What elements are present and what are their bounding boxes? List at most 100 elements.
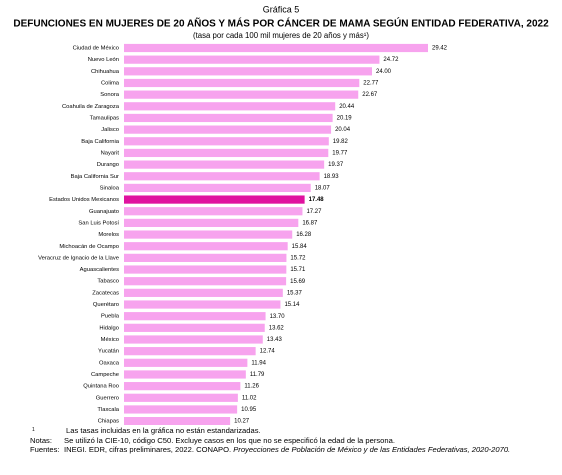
note-label: Notas: [30, 435, 52, 445]
category-label: Hidalgo [99, 325, 119, 331]
category-label: Aguascalientes [80, 267, 119, 273]
value-label: 15.37 [287, 290, 303, 296]
value-label: 10.95 [241, 407, 257, 413]
bar [124, 148, 329, 158]
value-label: 13.70 [270, 314, 286, 320]
value-label: 24.00 [376, 69, 392, 75]
bar [124, 113, 333, 123]
bar [124, 67, 372, 76]
bar [124, 405, 238, 414]
value-label: 11.79 [250, 372, 265, 378]
category-label: México [101, 337, 119, 343]
bar [124, 55, 380, 64]
category-label: Puebla [101, 314, 120, 320]
value-label: 15.72 [290, 255, 306, 261]
bar [124, 137, 329, 146]
bar [124, 382, 241, 391]
category-label: Jalisco [101, 127, 119, 133]
bar [124, 218, 299, 227]
value-label: 16.28 [296, 232, 312, 238]
value-label: 17.48 [309, 197, 325, 203]
value-label: 13.43 [267, 337, 283, 343]
category-label: Zacatecas [92, 290, 119, 296]
value-label: 19.77 [332, 151, 348, 157]
note: Fuentes: INEGI. EDR, cifras preliminares,… [30, 445, 550, 455]
note-text: INEGI. EDR, cifras preliminares, 2022. C… [64, 445, 234, 455]
category-label: Michoacán de Ocampo [59, 244, 119, 250]
category-label: Chiapas [98, 419, 119, 425]
bar [124, 300, 281, 309]
value-label: 15.14 [284, 302, 300, 308]
category-label: Tamaulipas [90, 115, 119, 121]
category-label: Ciudad de México [73, 46, 119, 52]
value-label: 20.04 [335, 127, 351, 133]
note-text: Las tasas incluidas en la gráfica no est… [66, 426, 261, 435]
note-label: 1 [32, 427, 35, 433]
bar [124, 172, 320, 181]
note: 1 Las tasas incluidas en la gráfica no es… [30, 426, 550, 436]
bar [124, 393, 238, 402]
bar [124, 335, 263, 344]
bar [124, 277, 287, 286]
note: Notas: Se utilizó la CIE-10, código C50. … [30, 436, 550, 446]
category-label: Tabasco [97, 279, 119, 285]
category-label: Colima [101, 81, 120, 87]
bar [124, 160, 325, 169]
value-label: 16.87 [302, 220, 318, 226]
category-label: Estados Unidos Mexicanos [49, 197, 119, 203]
category-label: Chihuahua [91, 69, 120, 75]
bar [124, 370, 246, 379]
bar [124, 195, 305, 204]
value-label: 19.37 [328, 162, 344, 168]
note-text: Se utilizó la CIE-10, código C50. Excluy… [64, 435, 395, 445]
chart-label: Gráfica 5 [263, 4, 300, 14]
category-label: Baja California Sur [71, 174, 119, 180]
chart: Gráfica 5 DEFUNCIONES EN MUJERES DE 20 A… [13, 4, 549, 425]
bar [124, 125, 332, 134]
category-label: Tlaxcala [97, 407, 119, 413]
category-label: Campeche [91, 372, 119, 378]
category-label: Guanajuato [89, 209, 119, 215]
value-label: 10.27 [234, 419, 250, 425]
value-label: 17.27 [306, 209, 322, 215]
bar [124, 288, 283, 297]
bar [124, 265, 287, 274]
value-label: 13.62 [269, 325, 285, 331]
category-label: Veracruz de Ignacio de la Llave [38, 255, 119, 261]
bar [124, 183, 311, 193]
value-label: 12.74 [260, 349, 276, 355]
category-label: Baja California [81, 139, 119, 145]
value-label: 11.26 [244, 384, 259, 390]
value-label: 22.77 [363, 81, 379, 87]
category-label: Yucatán [98, 349, 119, 355]
bar [124, 207, 303, 216]
note-text: Proyecciones de Población de México y de… [233, 445, 511, 455]
value-label: 18.07 [315, 185, 331, 191]
bar [124, 417, 231, 425]
bar [124, 230, 293, 239]
category-label: Guerrero [96, 395, 119, 401]
value-label: 22.67 [362, 92, 378, 98]
value-label: 19.82 [333, 139, 349, 145]
category-label: Oaxaca [99, 360, 120, 366]
category-label: Durango [97, 162, 119, 168]
bar [124, 323, 265, 332]
category-label: Nayarit [101, 150, 120, 156]
bar [124, 43, 428, 53]
value-label: 15.69 [290, 279, 306, 285]
bar [124, 347, 256, 356]
category-label: Querétaro [93, 302, 119, 308]
value-label: 11.02 [242, 395, 257, 401]
category-label: San Luis Potosí [78, 220, 119, 226]
value-label: 15.71 [290, 267, 306, 273]
bar [124, 358, 248, 367]
value-label: 29.42 [432, 46, 448, 52]
value-label: 11.94 [251, 360, 266, 366]
value-label: 20.19 [337, 116, 353, 122]
category-label: Morelos [98, 232, 119, 238]
bar [124, 253, 287, 262]
chart-subtitle: (tasa por cada 100 mil mujeres de 20 año… [193, 31, 369, 40]
note-label: Fuentes: [30, 445, 60, 455]
category-label: Nuevo León [88, 57, 119, 63]
